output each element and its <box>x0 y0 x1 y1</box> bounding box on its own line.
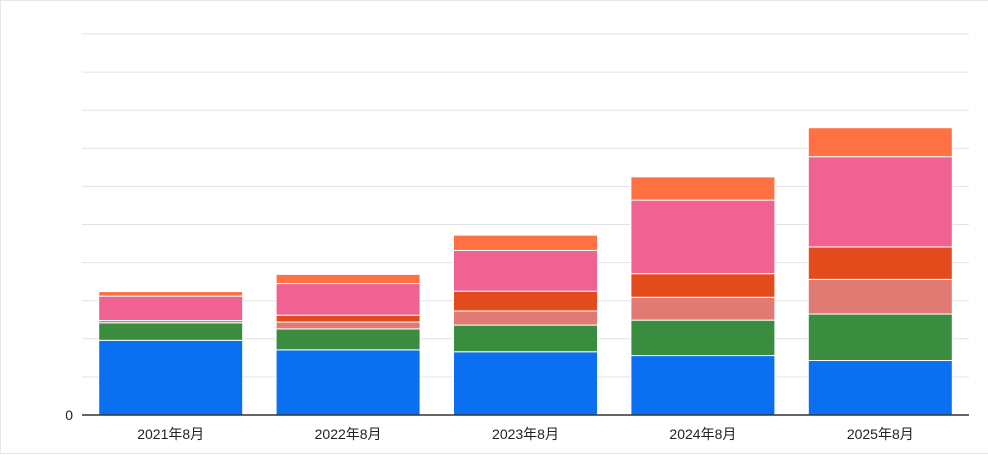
bar-segment[interactable] <box>453 234 598 251</box>
y-tick-label: 0 <box>65 407 73 423</box>
x-tick-label: 2023年8月 <box>492 426 559 442</box>
bar-segment[interactable] <box>98 339 244 416</box>
bar-segment[interactable] <box>275 273 421 285</box>
bar-segment[interactable] <box>453 290 598 312</box>
bar-segment[interactable] <box>807 278 953 315</box>
bar-segment[interactable] <box>630 176 776 201</box>
bar-stack <box>630 176 776 416</box>
bar-stack <box>453 234 598 416</box>
bar-segment[interactable] <box>98 291 244 297</box>
bar-segment[interactable] <box>807 313 953 362</box>
bar-segment[interactable] <box>453 324 598 353</box>
bar-segment[interactable] <box>630 199 776 275</box>
bar-segment[interactable] <box>630 355 776 416</box>
bar-segment[interactable] <box>630 296 776 321</box>
bar-segment[interactable] <box>275 283 421 316</box>
y-tick-labels: 0 <box>65 407 73 423</box>
bar-segment[interactable] <box>275 321 421 330</box>
bar-segment[interactable] <box>98 295 244 322</box>
bar-segment[interactable] <box>453 351 598 416</box>
bar-stack <box>98 291 244 416</box>
bar-segment[interactable] <box>98 322 244 341</box>
bar-segment[interactable] <box>275 328 421 351</box>
x-tick-label: 2025年8月 <box>847 426 914 442</box>
x-tick-label: 2021年8月 <box>137 426 204 442</box>
x-tick-labels: 2021年8月 2022年8月 2023年8月 2024年8月 2025年8月 <box>137 426 914 442</box>
bar-segment[interactable] <box>807 127 953 158</box>
bar-stack <box>807 127 953 416</box>
x-tick-label: 2022年8月 <box>315 426 382 442</box>
bar-segment[interactable] <box>453 310 598 326</box>
bar-segment[interactable] <box>630 273 776 298</box>
bar-stack <box>275 273 421 416</box>
bar-segment[interactable] <box>807 156 953 248</box>
bar-segment[interactable] <box>453 249 598 292</box>
bar-segment[interactable] <box>630 319 776 357</box>
bar-segment[interactable] <box>275 349 421 416</box>
bar-segment[interactable] <box>275 314 421 323</box>
bar-segment[interactable] <box>807 246 953 280</box>
bar-segment[interactable] <box>807 360 953 416</box>
bars <box>98 127 953 416</box>
x-tick-label: 2024年8月 <box>669 426 736 442</box>
